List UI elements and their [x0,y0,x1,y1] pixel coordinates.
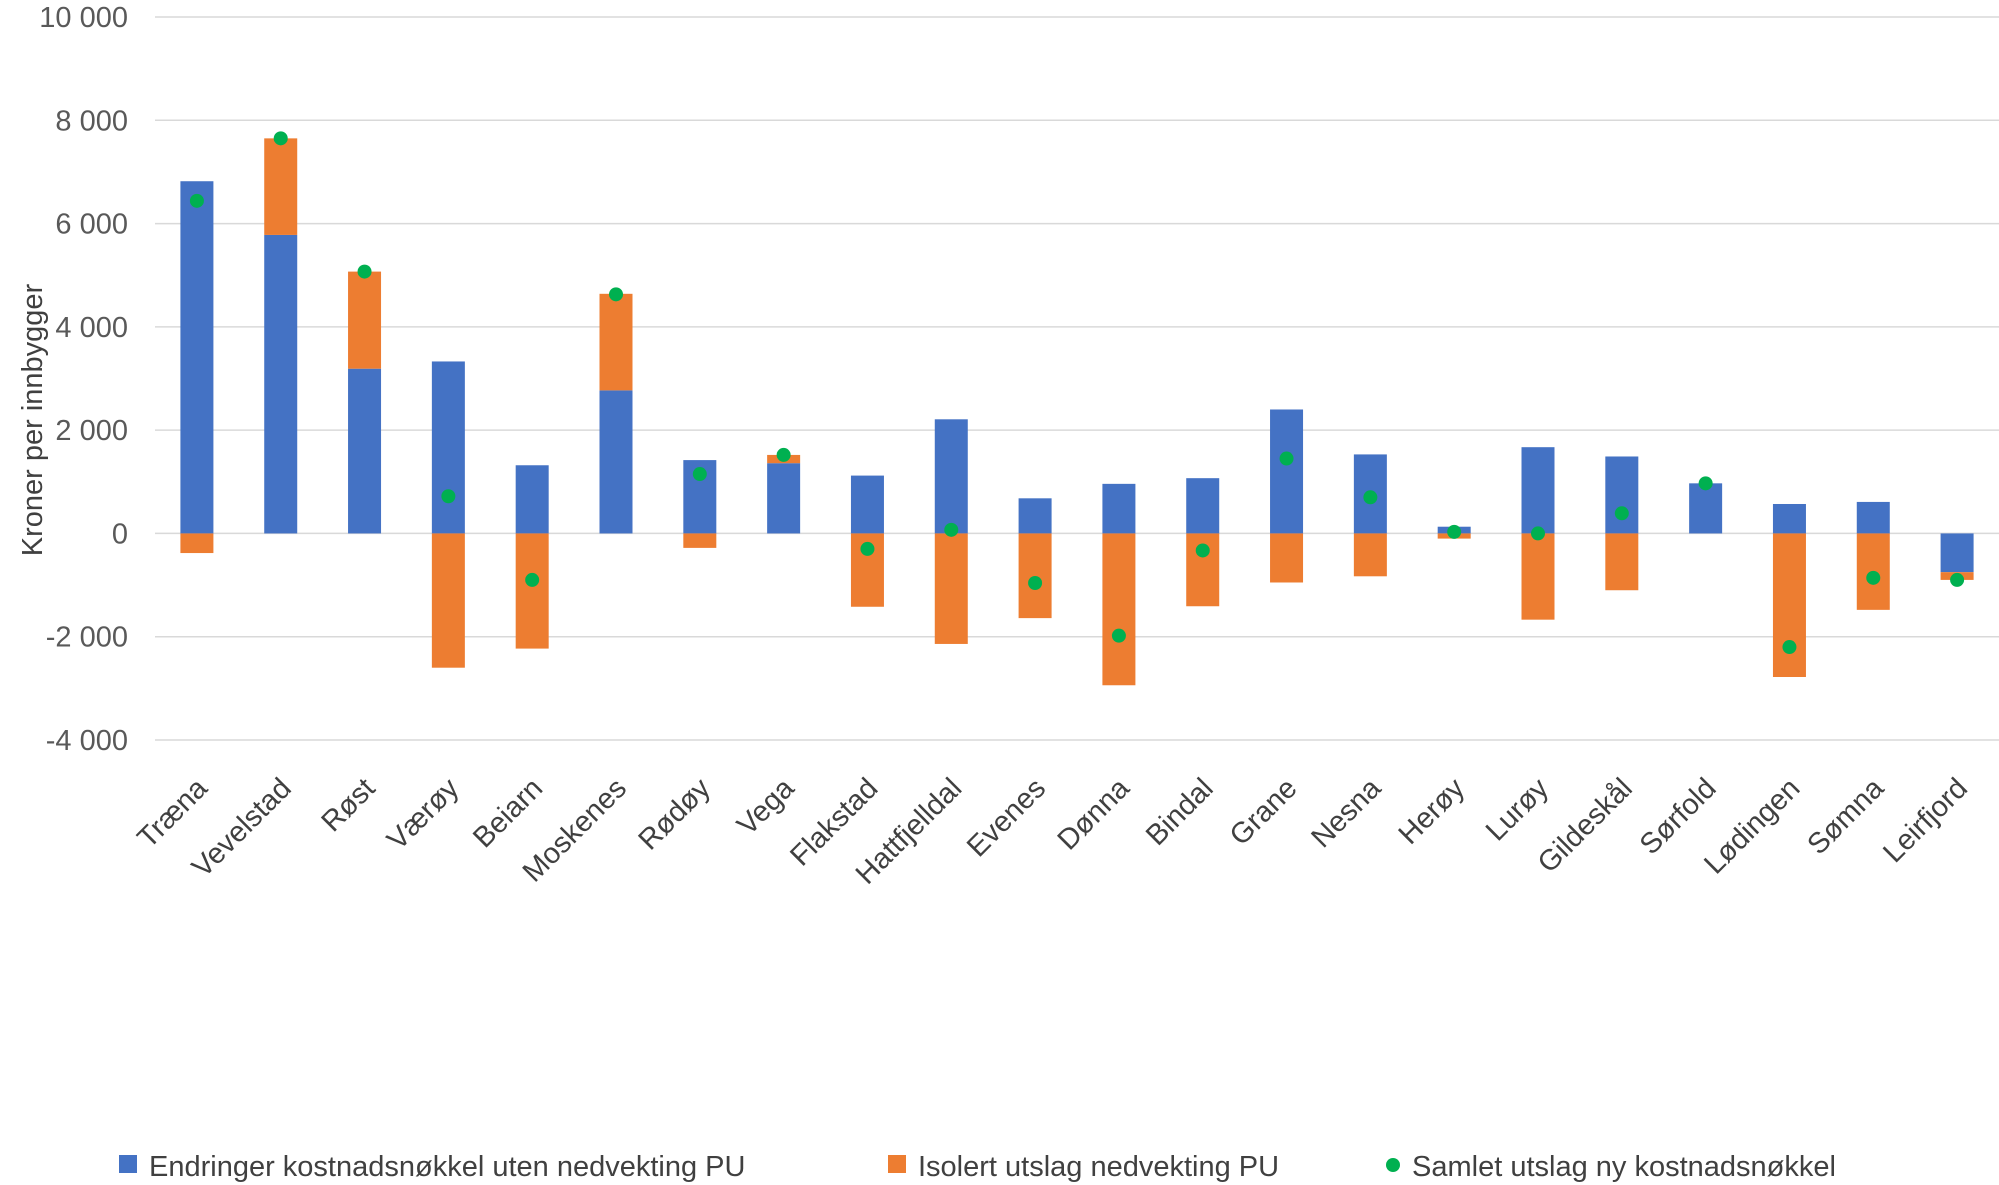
bar-series-0 [1940,533,1974,573]
x-category-label: Dønna [1052,772,1137,857]
bar-series-1 [1353,533,1387,577]
bar-series-1 [431,533,465,668]
x-category-label: Rødøy [633,772,717,856]
bar-series-0 [1102,483,1136,534]
point-series-2 [860,541,875,556]
point-series-2 [525,572,540,587]
bar-series-1 [1018,533,1052,619]
points [189,131,1965,655]
legend-swatch-series-1 [888,1155,906,1173]
point-series-2 [1363,490,1378,505]
y-tick-label: 0 [112,518,128,550]
point-series-2 [1782,640,1797,655]
point-series-2 [692,467,707,482]
x-category-label: Leirfjord [1877,772,1974,869]
gridlines [155,16,1999,741]
x-category-label: Nesna [1305,772,1388,855]
legend-item-series-2: Samlet utslag ny kostnadsnøkkel [1386,1151,1836,1183]
point-series-2 [1866,570,1881,585]
point-series-2 [1531,526,1545,541]
point-series-2 [441,489,456,504]
point-series-2 [1195,543,1210,558]
y-axis-label: Kroner per innbygger [17,283,49,556]
legend-marker-series-2 [1386,1158,1400,1172]
bar-series-0 [431,361,465,534]
bar-series-1 [515,533,549,649]
bar-series-0 [1856,501,1890,534]
bar-series-0 [850,475,884,534]
legend-label-series-0: Endringer kostnadsnøkkel uten nedvekting… [149,1151,745,1183]
bar-series-1 [1605,533,1639,591]
x-category-label: Beiarn [467,772,549,854]
x-category-label: Lurøy [1480,772,1555,847]
legend-label-series-1: Isolert utslag nedvekting PU [918,1151,1279,1183]
bar-series-0 [1605,456,1639,534]
bar-series-0 [1521,447,1555,534]
point-series-2 [1614,506,1629,521]
bar-series-0 [1772,503,1806,534]
point-series-2 [1028,576,1043,591]
x-category-label: Værøy [381,772,465,856]
point-series-2 [1447,524,1462,539]
point-series-2 [1279,451,1294,466]
x-category-label: Grane [1224,772,1304,852]
bar-series-1 [264,138,298,235]
bars [180,138,1974,686]
bar-series-0 [1689,483,1723,534]
x-category-label: Evenes [961,772,1052,863]
point-series-2 [1698,476,1713,491]
bar-series-1 [1270,533,1304,583]
bar-series-0 [348,368,382,534]
bar-series-0 [180,181,214,534]
y-tick-label: -4 000 [46,725,128,757]
x-category-label: Røst [316,772,382,838]
bar-series-0 [934,419,968,534]
legend-item-series-0: Endringer kostnadsnøkkel uten nedvekting… [119,1151,745,1183]
bar-series-0 [264,234,298,534]
x-category-label: Vega [731,772,801,842]
y-axis-tick-labels: -4 000 -2 000 0 2 000 4 000 6 000 8 000 10 000 [39,2,128,757]
bar-series-0 [1018,498,1052,534]
point-series-2 [944,522,959,537]
bar-series-0 [1186,478,1220,534]
x-category-label: Træna [132,772,215,855]
point-series-2 [776,447,791,462]
x-category-label: Bindal [1140,772,1220,852]
legend: Endringer kostnadsnøkkel uten nedvekting… [119,1151,1836,1183]
bar-series-1 [683,533,717,548]
y-tick-label: 6 000 [55,209,128,241]
point-series-2 [273,131,288,146]
bar-series-0 [1270,409,1304,534]
bar-series-0 [767,463,801,534]
bar-series-1 [934,533,968,644]
legend-swatch-series-0 [119,1155,137,1173]
point-series-2 [189,193,204,208]
point-series-2 [357,264,372,279]
bar-series-1 [599,293,633,391]
legend-item-series-1: Isolert utslag nedvekting PU [888,1151,1279,1183]
x-category-label: Herøy [1393,772,1472,851]
y-tick-label: 10 000 [39,2,128,34]
bar-series-1 [180,533,214,554]
bar-series-0 [599,390,633,534]
bar-series-0 [515,465,549,534]
point-series-2 [1950,572,1965,587]
bar-series-1 [348,271,382,369]
point-series-2 [1111,628,1126,643]
y-tick-label: -2 000 [46,622,128,654]
y-tick-label: 8 000 [55,105,128,137]
y-tick-label: 4 000 [55,312,128,344]
y-tick-label: 2 000 [55,415,128,447]
bar-series-1 [1102,533,1136,686]
bar-series-1 [1521,533,1555,620]
bar-series-1 [1772,533,1806,677]
legend-label-series-2: Samlet utslag ny kostnadsnøkkel [1412,1151,1836,1183]
point-series-2 [609,287,623,302]
